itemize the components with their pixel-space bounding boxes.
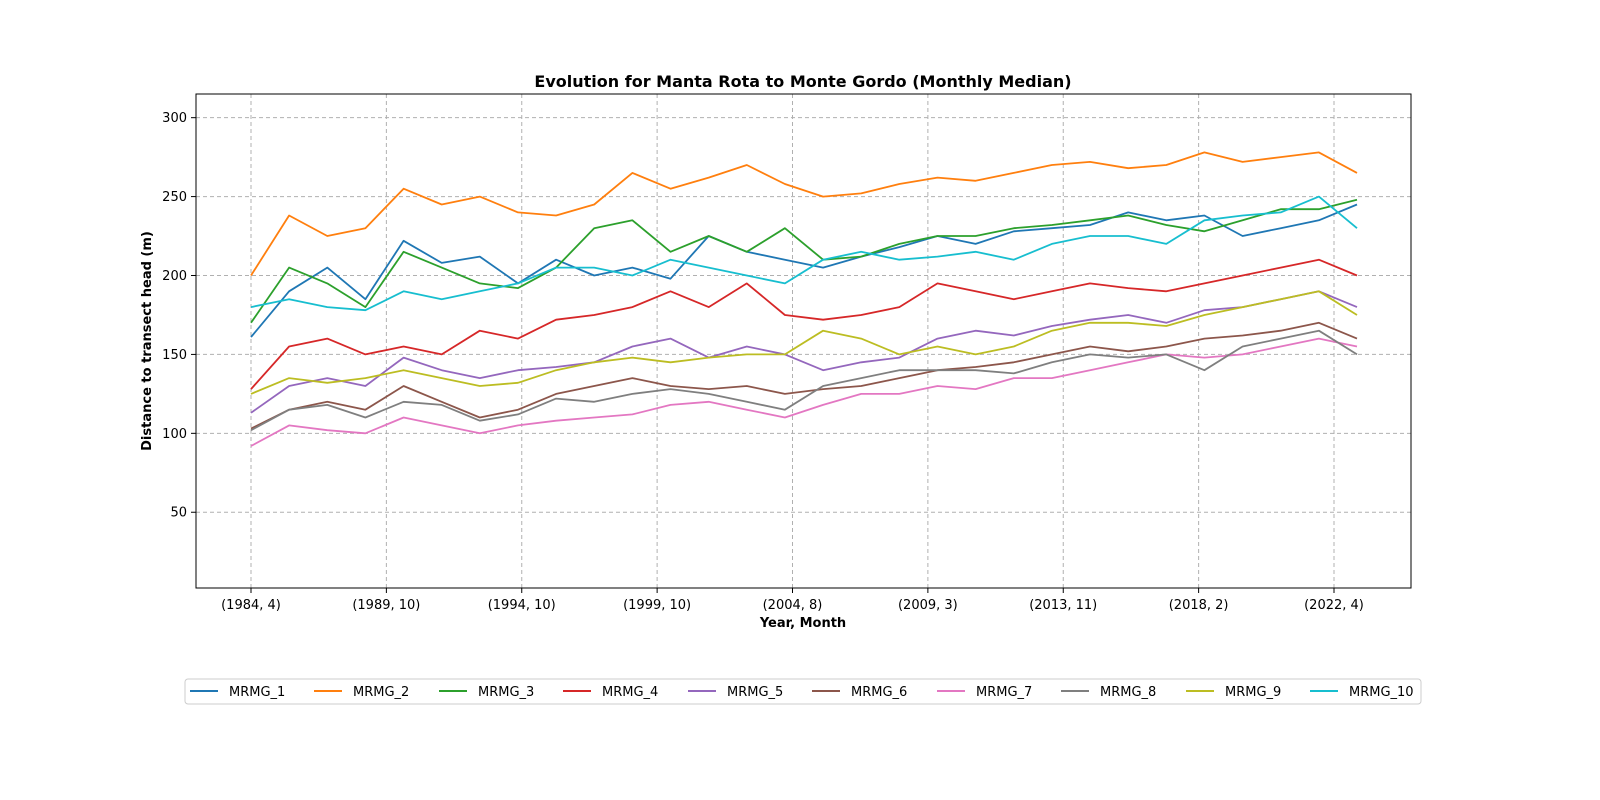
x-tick-label: (1989, 10) (352, 598, 420, 613)
legend-label: MRMG_3 (478, 685, 534, 700)
y-tick-label: 200 (162, 269, 187, 284)
x-tick-label: (2018, 2) (1169, 598, 1229, 613)
legend-label: MRMG_4 (602, 685, 658, 700)
x-axis-label: Year, Month (759, 616, 846, 631)
series-line-mrmg-1 (250, 203, 1358, 338)
series-line-mrmg-9 (250, 290, 1358, 395)
y-tick-label: 300 (162, 111, 187, 126)
legend-label: MRMG_8 (1100, 685, 1156, 700)
x-tick-label: (1984, 4) (221, 598, 281, 613)
series-lines (250, 151, 1358, 447)
legend: MRMG_1 MRMG_2 MRMG_3 MRMG_4 MRMG_5 MRMG_6 MRMG… (190, 685, 1414, 700)
y-tick-label: 250 (162, 190, 187, 205)
legend-label: MRMG_1 (229, 685, 285, 700)
legend-label: MRMG_6 (851, 685, 907, 700)
legend-label: MRMG_10 (1349, 685, 1414, 700)
series-line-mrmg-3 (250, 198, 1358, 324)
legend-label: MRMG_2 (353, 685, 409, 700)
series-line-mrmg-8 (250, 329, 1358, 431)
series-line-mrmg-2 (250, 151, 1358, 276)
y-axis-label: Distance to transect head (m) (140, 231, 155, 451)
x-tick-label: (2022, 4) (1304, 598, 1364, 613)
y-axis-ticks: 50 100 150 200 250 300 (162, 111, 196, 521)
legend-box (184, 678, 1422, 705)
y-tick-label: 150 (162, 348, 187, 363)
y-tick-label: 100 (162, 427, 187, 442)
legend-label: MRMG_7 (976, 685, 1032, 700)
chart-title: Evolution for Manta Rota to Monte Gordo … (534, 72, 1071, 91)
series-line-mrmg-6 (250, 321, 1358, 430)
x-tick-label: (2013, 11) (1029, 598, 1097, 613)
series-line-mrmg-4 (250, 258, 1358, 390)
series-line-mrmg-10 (250, 195, 1358, 312)
series-line-mrmg-7 (250, 337, 1358, 447)
grid (196, 94, 1411, 588)
x-tick-label: (1994, 10) (488, 598, 556, 613)
x-tick-label: (2009, 3) (898, 598, 958, 613)
x-tick-label: (2004, 8) (763, 598, 823, 613)
series-line-mrmg-5 (250, 290, 1358, 414)
legend-label: MRMG_5 (727, 685, 783, 700)
y-tick-label: 50 (170, 506, 187, 521)
x-tick-label: (1999, 10) (623, 598, 691, 613)
x-axis-ticks: (1984, 4) (1989, 10) (1994, 10) (1999, 10) (… (221, 588, 1364, 613)
plot-frame (195, 93, 1412, 589)
legend-label: MRMG_9 (1225, 685, 1281, 700)
